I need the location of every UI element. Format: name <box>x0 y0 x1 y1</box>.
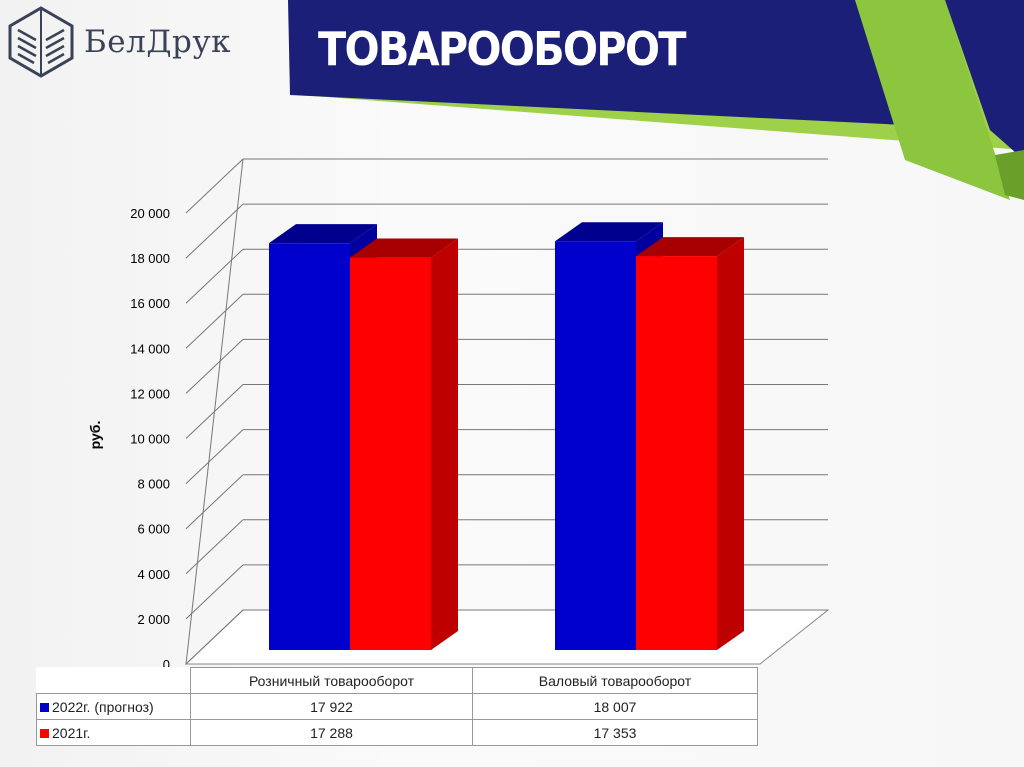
logo-icon <box>8 6 74 78</box>
logo: БелДрук <box>8 6 231 78</box>
bar-side <box>717 237 744 650</box>
page-title: ТОВАРООБОРОТ <box>318 22 686 76</box>
gridline-side <box>185 474 244 530</box>
bar-top <box>350 238 458 258</box>
y-tick-label: 16 000 <box>130 296 170 311</box>
gridline-side <box>185 158 244 214</box>
bar-top <box>555 222 663 242</box>
y-tick-label: 8 000 <box>137 477 170 492</box>
green-stripe <box>855 0 1010 200</box>
legend-swatch <box>40 703 49 713</box>
bar-top <box>636 237 744 257</box>
y-axis <box>185 158 244 665</box>
green-fold <box>995 150 1024 200</box>
legend-entry: 2021г. <box>52 724 91 741</box>
gridline-side <box>185 429 244 484</box>
bar <box>269 243 350 650</box>
table-row: 2021г. 17 288 17 353 <box>36 719 758 746</box>
y-tick-label: 10 000 <box>130 432 170 447</box>
y-tick-label: 2 000 <box>137 612 170 627</box>
data-label: 17 288 <box>190 719 473 746</box>
y-tick-label: 0 <box>163 657 170 672</box>
y-tick-label: 20 000 <box>130 206 170 221</box>
bar <box>350 257 431 650</box>
gridline-side <box>185 248 244 304</box>
data-label: 18 007 <box>472 693 758 720</box>
data-label: 17 922 <box>190 693 473 720</box>
y-tick-label: 14 000 <box>130 341 170 356</box>
legend-swatch <box>40 729 49 739</box>
legend-entry: 2022г. (прогноз) <box>52 698 154 715</box>
gridline-side <box>185 519 244 575</box>
table-header-row: Розничный товарооборот Валовый товарообо… <box>37 667 758 694</box>
y-axis-label: руб. <box>87 421 103 450</box>
gridline-side <box>185 564 244 620</box>
bar <box>636 256 717 650</box>
gridline-side <box>185 203 244 259</box>
y-tick-label: 12 000 <box>130 386 170 401</box>
table-row: 2022г. (прогноз) 17 922 18 007 <box>36 693 758 720</box>
category-label: Валовый товарооборот <box>472 667 758 694</box>
bar-top <box>269 224 377 244</box>
y-tick-label: 6 000 <box>137 522 170 537</box>
gridline-side <box>185 609 244 665</box>
bar-side <box>431 238 458 651</box>
y-tick-label: 18 000 <box>130 251 170 266</box>
data-table: Розничный товарооборот Валовый товарообо… <box>36 667 758 746</box>
category-label: Розничный товарооборот <box>190 667 473 694</box>
bar <box>555 241 636 651</box>
data-label: 17 353 <box>472 719 758 746</box>
navy-corner <box>945 0 1024 160</box>
gridline-side <box>185 293 244 349</box>
y-tick-label: 4 000 <box>137 567 170 582</box>
logo-text: БелДрук <box>84 24 231 60</box>
navy-banner <box>288 0 905 125</box>
gridline-side <box>185 339 244 394</box>
